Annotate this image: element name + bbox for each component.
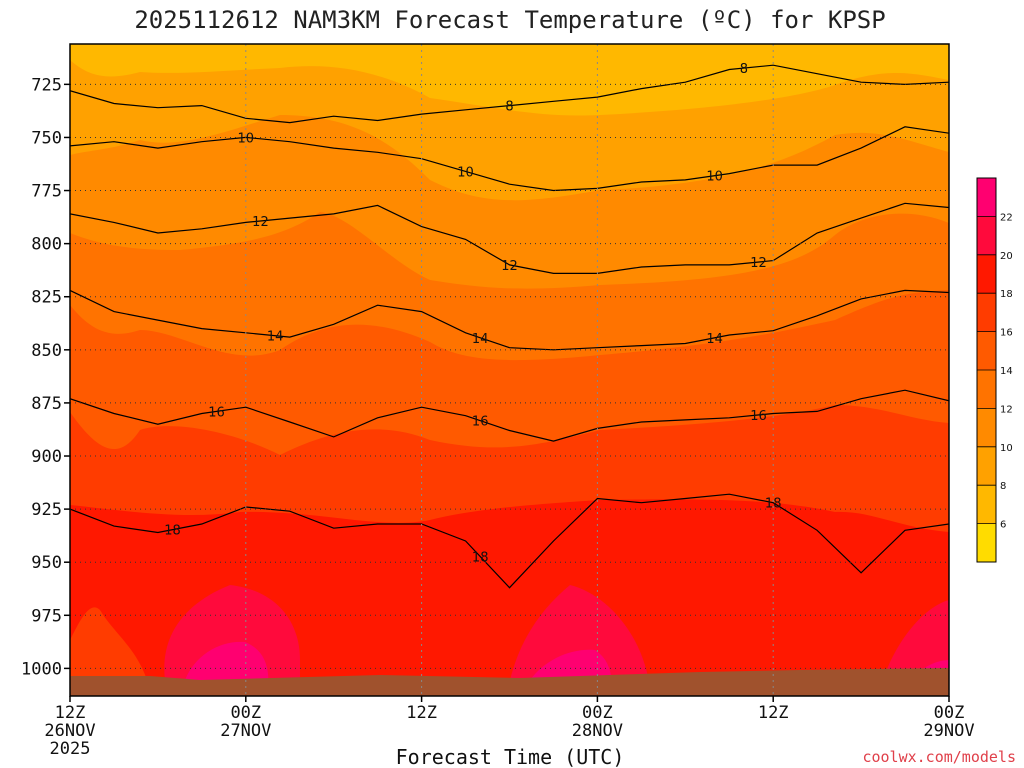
x-tick-label: 27NOV xyxy=(220,721,271,741)
contour-line-10 xyxy=(70,126,949,192)
contour-label: 10 xyxy=(706,170,723,185)
colorbar-label: 12 xyxy=(1000,404,1013,415)
chart-title: 2025112612 NAM3KM Forecast Temperature (… xyxy=(134,6,885,34)
contour-label: 12 xyxy=(750,256,767,271)
colorbar-swatch xyxy=(977,254,996,294)
contour-label: 10 xyxy=(238,131,255,146)
colorbar-label: 14 xyxy=(1000,366,1013,377)
x-axis-label: Forecast Time (UTC) xyxy=(396,745,625,768)
colorbar-swatch xyxy=(977,408,996,447)
y-tick-label: 825 xyxy=(31,288,62,308)
x-tick-label: 26NOV xyxy=(44,721,95,741)
y-tick-label: 750 xyxy=(31,128,62,148)
contour-line-16 xyxy=(70,389,949,442)
credit-link[interactable]: coolwx.com/models xyxy=(862,748,1016,766)
plot-frame xyxy=(69,43,950,697)
colorbar-label: 22 xyxy=(1000,212,1013,223)
x-tick-label: 12Z xyxy=(406,703,437,723)
contour-label: 14 xyxy=(267,330,284,345)
colorbar-label: 20 xyxy=(1000,251,1013,262)
colorbar-swatch xyxy=(977,485,996,524)
x-tick-label: 12Z xyxy=(758,703,789,723)
contour-label: 18 xyxy=(472,551,489,566)
colorbar-label: 8 xyxy=(1000,481,1006,492)
contour-label: 8 xyxy=(740,62,748,77)
contour-label: 12 xyxy=(252,215,269,230)
x-tick-label: 28NOV xyxy=(572,721,623,741)
x-tick-label: 00Z xyxy=(230,703,261,723)
contour-label: 14 xyxy=(472,332,489,347)
x-tick-label: 12Z xyxy=(55,703,86,723)
y-tick-label: 800 xyxy=(31,235,62,255)
x-tick-label: 2025 xyxy=(50,739,91,759)
colorbar-swatch xyxy=(977,216,996,255)
colorbar-label: 6 xyxy=(1000,520,1006,531)
contour-line-18 xyxy=(70,493,949,589)
vertical-gridlines xyxy=(245,44,774,696)
contour-label: 16 xyxy=(750,409,767,424)
colorbar-swatch xyxy=(977,331,996,370)
colorbar-swatch xyxy=(977,523,996,562)
contour-label: 16 xyxy=(472,415,489,430)
y-tick-label: 875 xyxy=(31,394,62,414)
colorbar-label: 18 xyxy=(1000,289,1013,300)
x-tick-label: 00Z xyxy=(934,703,965,723)
colorbar-label: 10 xyxy=(1000,443,1013,454)
temperature-bands xyxy=(70,44,949,696)
colorbar-swatch xyxy=(977,370,996,409)
y-tick-label: 900 xyxy=(31,447,62,467)
contour-label: 12 xyxy=(501,259,518,274)
y-tick-label: 775 xyxy=(31,182,62,202)
colorbar-swatch xyxy=(977,178,996,217)
y-tick-label: 1000 xyxy=(21,659,62,679)
contour-line-14 xyxy=(70,289,949,351)
y-axis: 725 750 775 800 825 850 875 900 925 950 975 1000 xyxy=(21,75,70,679)
contour-label: 18 xyxy=(164,524,181,539)
y-tick-label: 975 xyxy=(31,606,62,626)
y-tick-label: 725 xyxy=(31,75,62,95)
colorbar-swatch xyxy=(977,446,996,486)
colorbar: 6 8 10 12 14 16 18 20 22 xyxy=(976,177,1013,563)
y-tick-label: 925 xyxy=(31,500,62,520)
contour-lines: 8 8 10 10 10 12 12 12 14 14 14 16 16 16 18 18 18 xyxy=(70,62,949,589)
contour-label: 10 xyxy=(457,165,474,180)
colorbar-label: 16 xyxy=(1000,328,1013,339)
y-tick-label: 850 xyxy=(31,341,62,361)
y-tick-label: 950 xyxy=(31,553,62,573)
contour-label: 18 xyxy=(765,497,782,512)
x-tick-label: 29NOV xyxy=(923,721,974,741)
contour-label: 16 xyxy=(208,405,225,420)
x-tick-label: 00Z xyxy=(582,703,613,723)
colorbar-swatch xyxy=(977,293,996,332)
contour-label: 14 xyxy=(706,332,723,347)
contour-line-12 xyxy=(70,202,949,274)
contour-line-8 xyxy=(70,64,949,124)
contour-label: 8 xyxy=(505,100,513,115)
